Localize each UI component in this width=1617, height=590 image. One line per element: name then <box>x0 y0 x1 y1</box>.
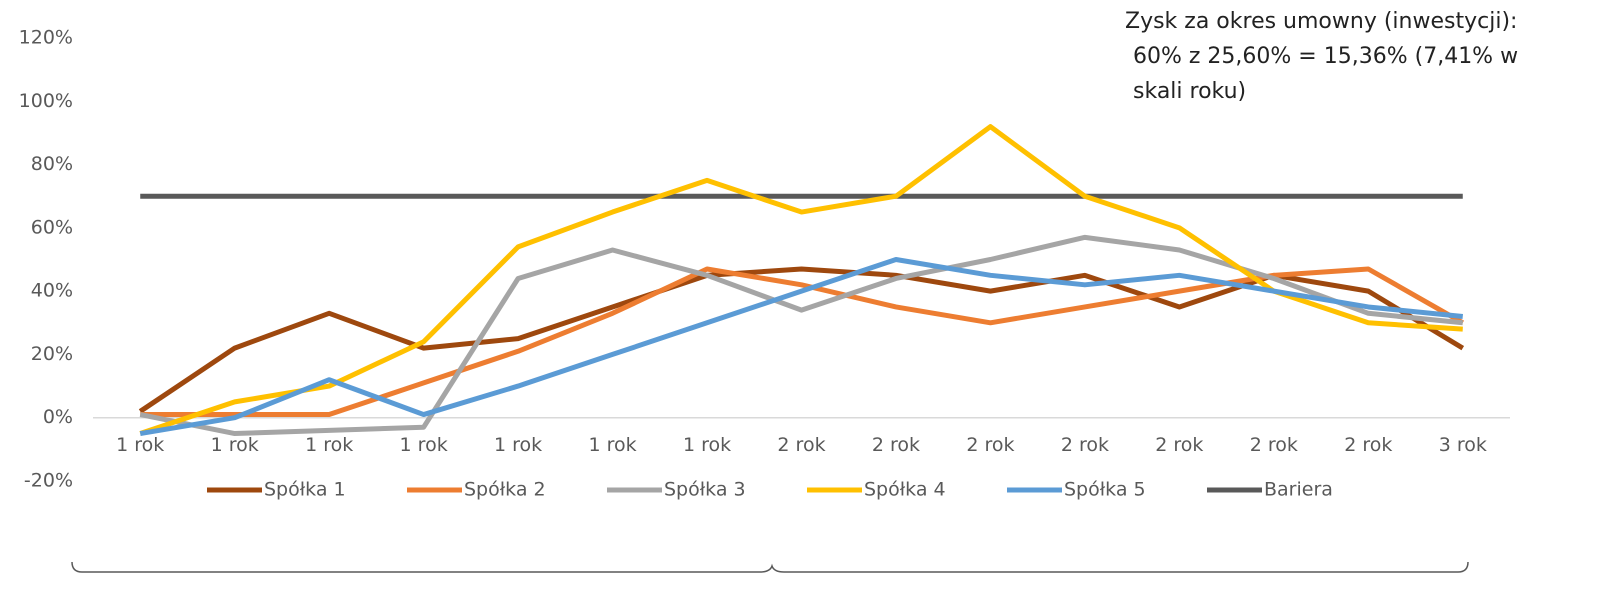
x-tick-label: 2 rok <box>1250 434 1298 456</box>
x-tick-label: 2 rok <box>1344 434 1392 456</box>
x-tick-label: 3 rok <box>1439 434 1487 456</box>
x-tick-label: 1 rok <box>211 434 259 456</box>
annotation: Zysk za okres umowny (inwestycji): <box>1125 9 1517 34</box>
x-tick-label: 2 rok <box>1155 434 1203 456</box>
annotation: 60% z 25,60% = 15,36% (7,41% w <box>1133 44 1518 69</box>
y-tick-label: 20% <box>31 343 73 365</box>
x-tick-label: 1 rok <box>588 434 636 456</box>
legend-label: Spółka 1 <box>264 479 346 501</box>
x-tick-label: 1 rok <box>400 434 448 456</box>
x-tick-label: 1 rok <box>116 434 164 456</box>
x-tick-label: 2 rok <box>966 434 1014 456</box>
y-tick-label: 60% <box>31 216 73 238</box>
x-tick-label: 2 rok <box>777 434 825 456</box>
x-tick-label: 1 rok <box>683 434 731 456</box>
y-tick-label: 120% <box>19 27 73 49</box>
x-tick-label: 2 rok <box>1061 434 1109 456</box>
legend-label: Spółka 3 <box>664 479 746 501</box>
legend-label: Spółka 5 <box>1064 479 1146 501</box>
y-tick-label: 0% <box>43 406 73 428</box>
y-tick-label: -20% <box>24 470 73 492</box>
y-tick-label: 40% <box>31 280 73 302</box>
legend-label: Bariera <box>1264 479 1333 501</box>
annotation: skali roku) <box>1133 79 1246 104</box>
legend-label: Spółka 2 <box>464 479 546 501</box>
series-line <box>139 257 1464 437</box>
legend-label: Spółka 4 <box>864 479 946 501</box>
x-tick-label: 2 rok <box>872 434 920 456</box>
series-line <box>140 266 1465 418</box>
x-tick-label: 1 rok <box>494 434 542 456</box>
y-tick-label: 80% <box>31 153 73 175</box>
brace <box>71 561 1469 573</box>
series-line <box>139 124 1463 436</box>
y-tick-label: 100% <box>19 90 73 112</box>
x-tick-label: 1 rok <box>305 434 353 456</box>
